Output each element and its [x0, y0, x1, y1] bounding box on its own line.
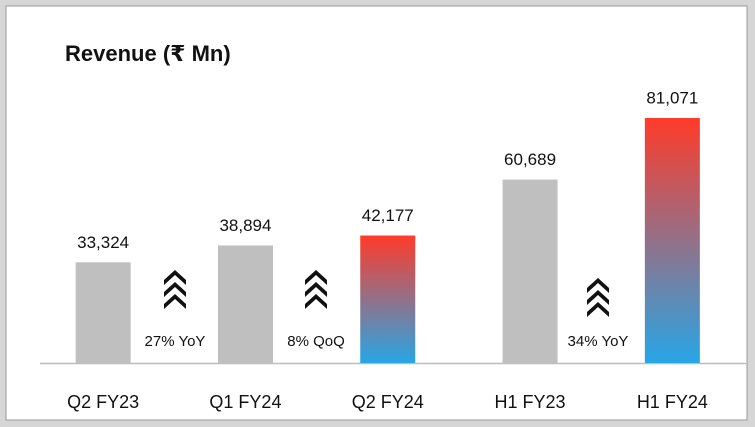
- annotation: 27% YoY: [145, 333, 206, 350]
- value-label: 42,177: [362, 206, 414, 225]
- annotation: 8% QoQ: [287, 333, 345, 350]
- x-tick-label: H1 FY23: [495, 392, 566, 412]
- value-label: 81,071: [646, 88, 698, 107]
- value-label: 33,324: [77, 233, 129, 252]
- chart-title: Revenue (₹ Mn): [65, 41, 231, 66]
- annotation: 34% YoY: [568, 333, 629, 350]
- x-tick-label: Q2 FY23: [67, 392, 139, 412]
- x-tick-label: H1 FY24: [637, 392, 708, 412]
- bar: [75, 262, 131, 363]
- bar: [502, 179, 558, 363]
- x-tick-label: Q2 FY24: [352, 392, 424, 412]
- value-label: 38,894: [219, 216, 271, 235]
- value-label: 60,689: [504, 150, 556, 169]
- bar: [360, 235, 416, 363]
- bar: [217, 245, 273, 363]
- x-tick-label: Q1 FY24: [209, 392, 281, 412]
- bar: [644, 118, 700, 363]
